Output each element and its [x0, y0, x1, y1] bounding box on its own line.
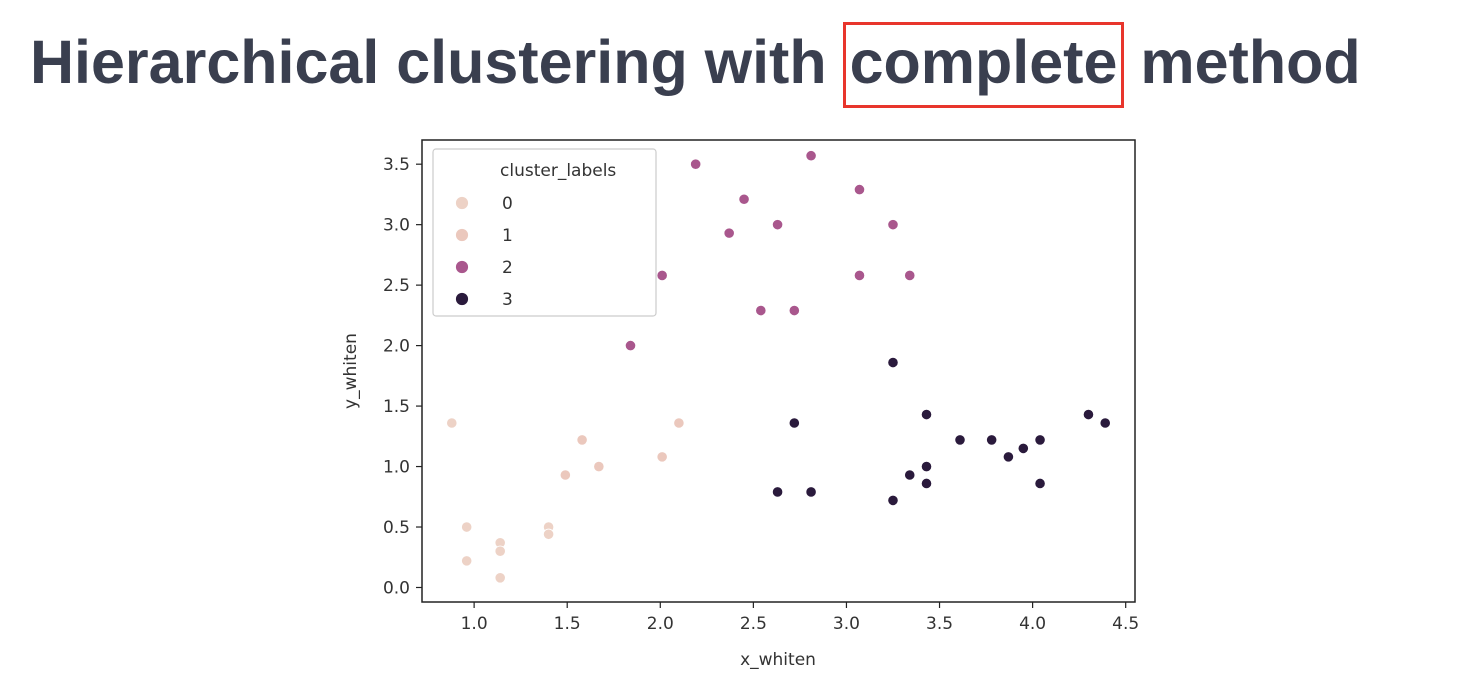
- data-point-cluster-2-3: [723, 227, 735, 239]
- data-point-cluster-2-4: [738, 193, 750, 205]
- y-tick-label-3: 1.5: [383, 397, 410, 417]
- data-point-cluster-2-10: [853, 269, 866, 282]
- legend: cluster_labels 0 1 2 3: [432, 148, 657, 317]
- data-point-cluster-3-10: [986, 434, 998, 446]
- data-point-cluster-2-11: [887, 219, 899, 231]
- x-tick-label-7: 4.5: [1112, 614, 1139, 634]
- title-after: method: [1123, 28, 1361, 96]
- x-tick-label-2: 2.0: [647, 614, 674, 634]
- legend-label-1: 1: [502, 226, 513, 246]
- legend-marker-2: [455, 260, 469, 274]
- data-point-cluster-3-9: [954, 434, 966, 446]
- data-point-cluster-0-7: [542, 528, 555, 540]
- y-tick-label-7: 3.5: [383, 155, 410, 175]
- x-tick-label-3: 2.5: [740, 614, 767, 634]
- data-point-cluster-3-5: [904, 469, 916, 481]
- data-point-cluster-3-0: [771, 486, 784, 498]
- data-point-cluster-0-0: [446, 417, 458, 429]
- data-point-cluster-3-4: [887, 494, 899, 507]
- data-points-group: [446, 150, 1111, 584]
- data-point-cluster-0-2: [461, 555, 473, 567]
- legend-box: [432, 148, 657, 317]
- legend-label-3: 3: [502, 290, 513, 310]
- data-point-cluster-1-0: [559, 469, 571, 481]
- data-point-cluster-2-9: [853, 183, 866, 196]
- data-point-cluster-3-3: [887, 356, 899, 369]
- legend-title: cluster_labels: [500, 161, 616, 181]
- title-before: Hierarchical clustering with: [30, 28, 844, 96]
- y-axis-ticks: 0.0 0.5 1.0 1.5 2.0 2.5 3.0 3.5: [383, 155, 422, 598]
- data-point-cluster-3-1: [788, 417, 800, 429]
- slide-title: Hierarchical clustering with complete me…: [30, 22, 1361, 108]
- x-axis-label: x_whiten: [740, 650, 816, 670]
- data-point-cluster-0-4: [494, 545, 506, 557]
- data-point-cluster-2-0: [624, 340, 637, 352]
- legend-label-0: 0: [502, 194, 513, 214]
- x-tick-label-6: 4.0: [1019, 614, 1046, 634]
- data-point-cluster-2-5: [755, 304, 767, 317]
- y-tick-label-1: 0.5: [383, 518, 410, 538]
- y-tick-label-5: 2.5: [383, 276, 410, 296]
- x-tick-label-5: 3.5: [926, 614, 953, 634]
- highlighted-word-box: complete: [842, 22, 1125, 108]
- data-point-cluster-1-1: [576, 434, 588, 446]
- data-point-cluster-3-15: [1082, 408, 1095, 421]
- data-point-cluster-2-12: [904, 269, 916, 282]
- data-point-cluster-3-13: [1034, 434, 1046, 446]
- data-point-cluster-2-2: [690, 158, 702, 170]
- data-point-cluster-3-12: [1017, 442, 1029, 455]
- data-point-cluster-1-2: [593, 460, 605, 473]
- data-point-cluster-3-16: [1099, 417, 1111, 429]
- x-tick-label-1: 1.5: [554, 614, 581, 634]
- data-point-cluster-3-6: [920, 408, 933, 421]
- x-tick-label-4: 3.0: [833, 614, 860, 634]
- data-point-cluster-2-1: [656, 269, 668, 282]
- data-point-cluster-0-5: [494, 572, 506, 584]
- data-point-cluster-3-8: [920, 477, 933, 490]
- legend-label-2: 2: [502, 258, 513, 278]
- data-point-cluster-1-3: [656, 451, 668, 463]
- data-point-cluster-2-7: [788, 304, 800, 317]
- data-point-cluster-3-7: [920, 460, 933, 473]
- y-tick-label-0: 0.0: [383, 578, 410, 598]
- x-axis-ticks: 1.0 1.5 2.0 2.5 3.0 3.5 4.0 4.5: [461, 602, 1139, 634]
- y-tick-label-2: 1.0: [383, 458, 410, 478]
- legend-marker-0: [455, 196, 469, 210]
- data-point-cluster-2-6: [771, 219, 784, 231]
- data-point-cluster-2-8: [805, 150, 817, 162]
- y-axis-label: y_whiten: [341, 333, 361, 409]
- legend-marker-1: [455, 228, 469, 242]
- data-point-cluster-3-11: [1002, 451, 1015, 463]
- data-point-cluster-3-2: [805, 486, 817, 498]
- scatter-chart: 1.0 1.5 2.0 2.5 3.0 3.5 4.0 4.5 0.0 0.5 1.0 1.5 2.0…: [341, 139, 1139, 670]
- x-tick-label-0: 1.0: [461, 614, 488, 634]
- legend-marker-3: [455, 292, 469, 306]
- data-point-cluster-3-14: [1034, 477, 1046, 490]
- data-point-cluster-1-4: [673, 417, 685, 429]
- y-tick-label-6: 3.0: [383, 216, 410, 236]
- data-point-cluster-0-1: [461, 521, 473, 533]
- y-tick-label-4: 2.0: [383, 337, 410, 357]
